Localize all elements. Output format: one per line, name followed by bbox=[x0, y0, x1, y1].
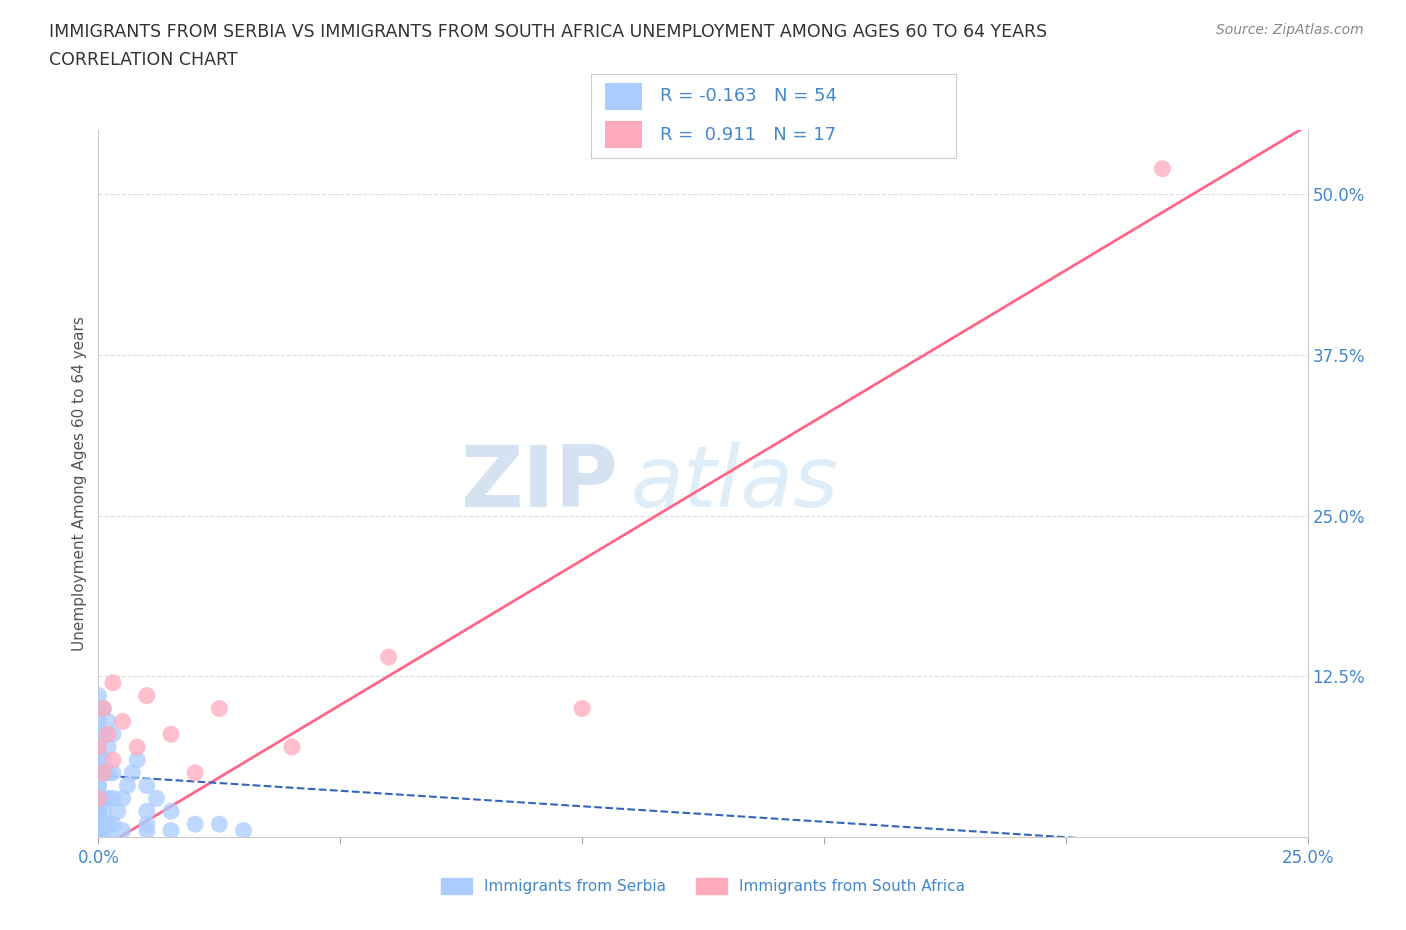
Point bbox=[87, 765, 110, 780]
Point bbox=[184, 765, 207, 780]
Text: R = -0.163   N = 54: R = -0.163 N = 54 bbox=[659, 87, 837, 105]
Point bbox=[87, 688, 110, 703]
Text: R =  0.911   N = 17: R = 0.911 N = 17 bbox=[659, 126, 837, 143]
Point bbox=[91, 765, 114, 780]
Point bbox=[127, 739, 149, 754]
Point bbox=[101, 765, 124, 780]
Text: CORRELATION CHART: CORRELATION CHART bbox=[49, 51, 238, 69]
Point bbox=[97, 765, 120, 780]
Text: ZIP: ZIP bbox=[461, 442, 619, 525]
Point bbox=[87, 823, 110, 838]
Point bbox=[87, 791, 110, 806]
Point bbox=[107, 804, 129, 818]
Point bbox=[87, 778, 110, 793]
Point bbox=[160, 804, 183, 818]
Point bbox=[111, 714, 134, 729]
Text: IMMIGRANTS FROM SERBIA VS IMMIGRANTS FROM SOUTH AFRICA UNEMPLOYMENT AMONG AGES 6: IMMIGRANTS FROM SERBIA VS IMMIGRANTS FRO… bbox=[49, 23, 1047, 41]
Point bbox=[87, 830, 110, 844]
Point bbox=[91, 765, 114, 780]
Point bbox=[97, 817, 120, 831]
Point bbox=[87, 765, 110, 780]
Point bbox=[97, 714, 120, 729]
Point bbox=[87, 739, 110, 754]
Point bbox=[91, 791, 114, 806]
Point bbox=[111, 823, 134, 838]
Point bbox=[1152, 161, 1174, 176]
Point bbox=[101, 675, 124, 690]
Point bbox=[101, 752, 124, 767]
Y-axis label: Unemployment Among Ages 60 to 64 years: Unemployment Among Ages 60 to 64 years bbox=[72, 316, 87, 651]
Point bbox=[87, 817, 110, 831]
Point bbox=[135, 778, 157, 793]
Point bbox=[184, 817, 207, 831]
Point bbox=[208, 817, 231, 831]
Point bbox=[127, 752, 149, 767]
Point bbox=[117, 778, 139, 793]
Point bbox=[111, 791, 134, 806]
Point bbox=[377, 650, 399, 665]
Point bbox=[101, 817, 124, 831]
Point bbox=[87, 701, 110, 716]
Point bbox=[571, 701, 593, 716]
Point bbox=[121, 765, 143, 780]
Point bbox=[135, 804, 157, 818]
Point bbox=[87, 830, 110, 844]
Point bbox=[160, 823, 183, 838]
Point bbox=[91, 830, 114, 844]
Point bbox=[87, 752, 110, 767]
Legend: Immigrants from Serbia, Immigrants from South Africa: Immigrants from Serbia, Immigrants from … bbox=[434, 871, 972, 900]
Point bbox=[87, 823, 110, 838]
Point bbox=[87, 778, 110, 793]
Point bbox=[91, 752, 114, 767]
Point bbox=[91, 804, 114, 818]
Point bbox=[87, 726, 110, 741]
Point bbox=[208, 701, 231, 716]
Bar bbox=[605, 83, 641, 110]
Point bbox=[97, 791, 120, 806]
Text: atlas: atlas bbox=[630, 442, 838, 525]
Point bbox=[91, 701, 114, 716]
Point bbox=[160, 726, 183, 741]
Point bbox=[87, 714, 110, 729]
Point bbox=[145, 791, 167, 806]
Point bbox=[101, 791, 124, 806]
Point bbox=[87, 804, 110, 818]
Point bbox=[135, 817, 157, 831]
Point bbox=[91, 817, 114, 831]
Point bbox=[101, 726, 124, 741]
Point bbox=[91, 726, 114, 741]
Point bbox=[232, 823, 254, 838]
Point bbox=[87, 791, 110, 806]
Point bbox=[87, 817, 110, 831]
Point bbox=[87, 739, 110, 754]
Text: Source: ZipAtlas.com: Source: ZipAtlas.com bbox=[1216, 23, 1364, 37]
Point bbox=[97, 726, 120, 741]
Point bbox=[135, 823, 157, 838]
Point bbox=[135, 688, 157, 703]
Point bbox=[97, 739, 120, 754]
Point bbox=[281, 739, 304, 754]
Bar bbox=[605, 121, 641, 148]
Point bbox=[87, 791, 110, 806]
Point bbox=[91, 701, 114, 716]
Point bbox=[87, 804, 110, 818]
Point bbox=[97, 830, 120, 844]
